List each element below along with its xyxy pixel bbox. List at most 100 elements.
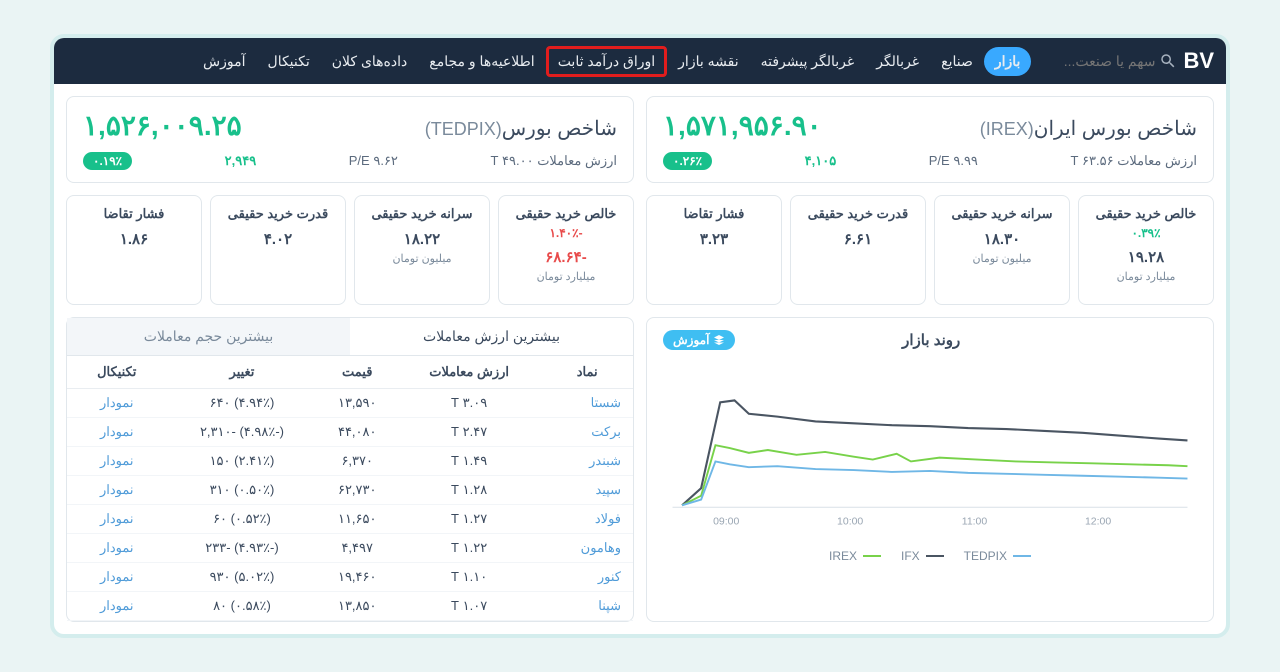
app-frame: BV بازارصنایعغربالگرغربالگر پیشرفتهنقشه … [50, 34, 1230, 638]
symbol-cell[interactable]: شستا [541, 389, 633, 418]
value-cell: ۲.۴۷ T [397, 418, 541, 447]
pct-badge: ۰.۲۶٪ [663, 152, 712, 170]
stat-card: خالص خرید حقیقی-۱.۴۰٪-۶۸.۶۴میلیارد تومان [498, 195, 634, 305]
chart-link[interactable]: نمودار [67, 476, 166, 505]
top-nav: BV بازارصنایعغربالگرغربالگر پیشرفتهنقشه … [54, 38, 1226, 84]
nav-item-8[interactable]: تکنیکال [257, 47, 321, 76]
nav-item-4[interactable]: نقشه بازار [667, 47, 749, 76]
chart-title: روند بازار [735, 331, 1127, 349]
table-row: شستا۳.۰۹ T۱۳,۵۹۰(۴.۹۴٪) ۶۴۰نمودار [67, 389, 633, 418]
chart-legend: TEDPIX IFX IREX [663, 549, 1197, 563]
book-icon [713, 334, 725, 346]
value-cell: ۱.۱۰ T [397, 563, 541, 592]
chart-link[interactable]: نمودار [67, 534, 166, 563]
index-title: شاخص بورس ایران(IREX) [980, 116, 1197, 141]
delta: ۲,۹۴۹ [225, 153, 257, 169]
nav-item-3[interactable]: غربالگر پیشرفته [750, 47, 866, 76]
price-cell: ۶,۳۷۰ [318, 447, 397, 476]
change-cell: (-۴.۹۸٪) -۲,۳۱۰ [166, 418, 317, 447]
nav-item-6[interactable]: اطلاعیه‌ها و مجامع [418, 47, 545, 76]
table-row: فولاد۱.۲۷ T۱۱,۶۵۰(۰.۵۲٪) ۶۰نمودار [67, 505, 633, 534]
stat-card: سرانه خرید حقیقی۱۸.۲۲میلیون تومان [354, 195, 490, 305]
index-value: ۱,۵۷۱,۹۵۶.۹۰ [663, 109, 822, 142]
col-header: تکنیکال [67, 356, 166, 389]
table-row: کنور۱.۱۰ T۱۹,۴۶۰(۵.۰۲٪) ۹۳۰نمودار [67, 563, 633, 592]
search-icon [1159, 52, 1177, 70]
chart-link[interactable]: نمودار [67, 563, 166, 592]
change-cell: (۰.۵۲٪) ۶۰ [166, 505, 317, 534]
change-cell: (۵.۰۲٪) ۹۳۰ [166, 563, 317, 592]
txn-value: ارزش معاملات ۴۹.۰۰ T [490, 153, 617, 169]
svg-text:09:00: 09:00 [713, 516, 739, 527]
transactions-table-panel: بیشترین ارزش معاملات بیشترین حجم معاملات… [66, 317, 634, 622]
stats-left: خالص خرید حقیقی-۱.۴۰٪-۶۸.۶۴میلیارد تومان… [66, 195, 634, 305]
price-cell: ۶۲,۷۳۰ [318, 476, 397, 505]
col-header: قیمت [318, 356, 397, 389]
table-row: شبندر۱.۴۹ T۶,۳۷۰(۲.۴۱٪) ۱۵۰نمودار [67, 447, 633, 476]
index-panel-tedpix: شاخص بورس(TEDPIX) ۱,۵۲۶,۰۰۹.۲۵ ارزش معام… [66, 96, 634, 183]
price-cell: ۴۴,۰۸۰ [318, 418, 397, 447]
price-cell: ۴,۴۹۷ [318, 534, 397, 563]
change-cell: (۲.۴۱٪) ۱۵۰ [166, 447, 317, 476]
symbol-cell[interactable]: وهامون [541, 534, 633, 563]
value-cell: ۱.۲۲ T [397, 534, 541, 563]
search-wrap[interactable] [1045, 52, 1177, 70]
pe: P/E ۹.۹۹ [929, 153, 978, 169]
change-cell: (۰.۵۸٪) ۸۰ [166, 592, 317, 621]
value-cell: ۱.۴۹ T [397, 447, 541, 476]
stat-card: فشار تقاضا۱.۸۶ [66, 195, 202, 305]
stat-card: سرانه خرید حقیقی۱۸.۳۰میلیون تومان [934, 195, 1070, 305]
table-row: شپنا۱.۰۷ T۱۳,۸۵۰(۰.۵۸٪) ۸۰نمودار [67, 592, 633, 621]
index-panel-irex: شاخص بورس ایران(IREX) ۱,۵۷۱,۹۵۶.۹۰ ارزش … [646, 96, 1214, 183]
nav-item-5[interactable]: اوراق درآمد ثابت [546, 46, 667, 77]
stat-card: خالص خرید حقیقی۰.۳۹٪۱۹.۲۸میلیارد تومان [1078, 195, 1214, 305]
symbol-cell[interactable]: فولاد [541, 505, 633, 534]
nav-item-1[interactable]: صنایع [930, 47, 984, 76]
nav-items: بازارصنایعغربالگرغربالگر پیشرفتهنقشه باز… [192, 46, 1031, 77]
table-row: برکت۲.۴۷ T۴۴,۰۸۰(-۴.۹۸٪) -۲,۳۱۰نمودار [67, 418, 633, 447]
symbol-cell[interactable]: شبندر [541, 447, 633, 476]
index-value: ۱,۵۲۶,۰۰۹.۲۵ [83, 109, 242, 142]
chart-link[interactable]: نمودار [67, 418, 166, 447]
stats-right: خالص خرید حقیقی۰.۳۹٪۱۹.۲۸میلیارد تومانسر… [646, 195, 1214, 305]
delta: ۴,۱۰۵ [805, 153, 837, 169]
price-cell: ۱۳,۸۵۰ [318, 592, 397, 621]
tab-top-volume[interactable]: بیشترین حجم معاملات [67, 318, 350, 355]
svg-text:11:00: 11:00 [962, 516, 988, 527]
pct-badge: ۰.۱۹٪ [83, 152, 132, 170]
symbol-cell[interactable]: برکت [541, 418, 633, 447]
nav-item-0[interactable]: بازار [984, 47, 1032, 76]
search-input[interactable] [1045, 53, 1155, 69]
nav-item-9[interactable]: آموزش [192, 47, 256, 76]
chart-link[interactable]: نمودار [67, 592, 166, 621]
symbol-cell[interactable]: سپید [541, 476, 633, 505]
price-cell: ۱۳,۵۹۰ [318, 389, 397, 418]
pe: P/E ۹.۶۲ [349, 153, 398, 169]
index-title: شاخص بورس(TEDPIX) [425, 116, 617, 141]
chart-link[interactable]: نمودار [67, 505, 166, 534]
svg-text:12:00: 12:00 [1085, 516, 1111, 527]
col-header: ارزش معاملات [397, 356, 541, 389]
stat-card: قدرت خرید حقیقی۴.۰۲ [210, 195, 346, 305]
education-badge[interactable]: آموزش [663, 330, 735, 350]
stat-card: فشار تقاضا۳.۲۳ [646, 195, 782, 305]
col-header: نماد [541, 356, 633, 389]
tab-top-value[interactable]: بیشترین ارزش معاملات [350, 318, 633, 355]
logo: BV [1183, 48, 1214, 74]
stat-card: قدرت خرید حقیقی۶.۶۱ [790, 195, 926, 305]
chart-link[interactable]: نمودار [67, 389, 166, 418]
change-cell: (-۴.۹۳٪) -۲۳۳ [166, 534, 317, 563]
chart-panel: روند بازار آموزش 09:00 10:00 11:00 12:00 [646, 317, 1214, 622]
col-header: تغییر [166, 356, 317, 389]
change-cell: (۴.۹۴٪) ۶۴۰ [166, 389, 317, 418]
symbol-cell[interactable]: کنور [541, 563, 633, 592]
table-row: وهامون۱.۲۲ T۴,۴۹۷(-۴.۹۳٪) -۲۳۳نمودار [67, 534, 633, 563]
value-cell: ۱.۲۷ T [397, 505, 541, 534]
trend-chart: 09:00 10:00 11:00 12:00 [663, 350, 1197, 550]
table-row: سپید۱.۲۸ T۶۲,۷۳۰(۰.۵۰٪) ۳۱۰نمودار [67, 476, 633, 505]
nav-item-7[interactable]: داده‌های کلان [321, 47, 419, 76]
chart-link[interactable]: نمودار [67, 447, 166, 476]
nav-item-2[interactable]: غربالگر [865, 47, 930, 76]
symbol-cell[interactable]: شپنا [541, 592, 633, 621]
price-cell: ۱۱,۶۵۰ [318, 505, 397, 534]
